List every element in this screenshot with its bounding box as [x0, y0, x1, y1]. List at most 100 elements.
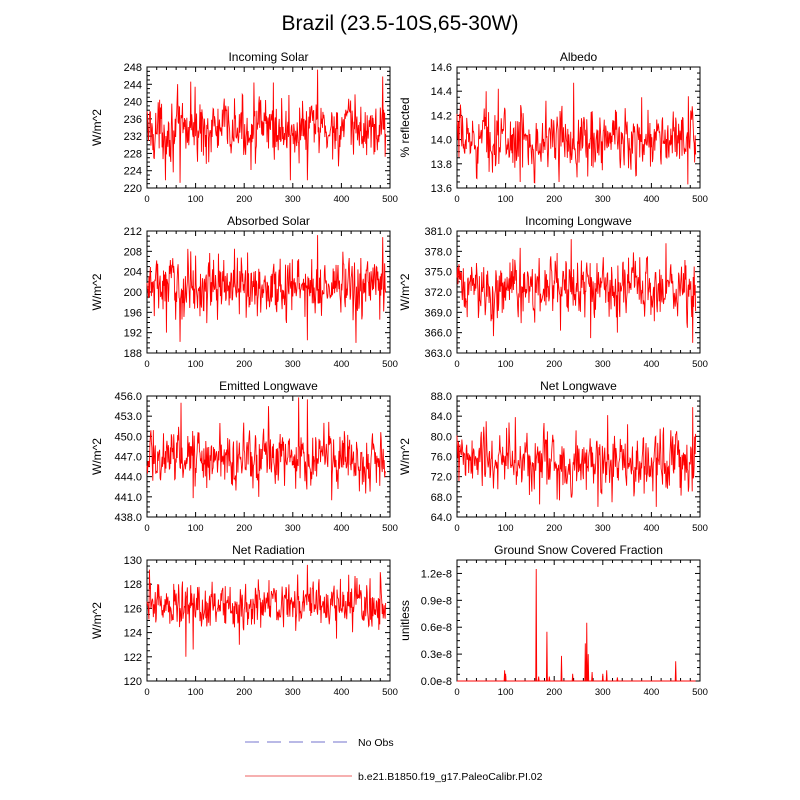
x-axis-emitted-longwave: 0 100 200 300 400 500	[144, 396, 398, 534]
series-line-net-longwave	[456, 407, 697, 507]
y-tick-label: 372.0	[424, 287, 452, 299]
x-tick-label: 500	[382, 687, 398, 698]
x-tick-label: 400	[333, 359, 349, 370]
y-tick-label: 366.0	[424, 328, 452, 340]
y-tick-label: 72.0	[431, 472, 452, 484]
y-tick-label: 14.6	[431, 62, 452, 74]
panel-albedo: Albedo 0 100 200 300 400 500 13.6 13.8 14.0 14.2 14…	[398, 50, 708, 205]
y-tick-label: 68.0	[431, 492, 452, 504]
y-tick-label: 438.0	[114, 512, 142, 524]
y-tick-label: 200	[124, 287, 142, 299]
y-tick-label: 450.0	[114, 431, 142, 443]
y-axis-label-albedo: % reflected	[398, 97, 412, 157]
plot-frame-net-radiation	[146, 559, 391, 682]
y-axis-label-incoming-longwave: W/m^2	[398, 273, 412, 310]
y-tick-label: 453.0	[114, 411, 142, 423]
y-tick-label: 228	[124, 148, 142, 160]
y-tick-label: 14.0	[431, 135, 452, 147]
x-tick-label: 400	[643, 687, 659, 698]
x-tick-label: 300	[285, 523, 301, 534]
x-tick-label: 0	[144, 359, 149, 370]
panel-title-net-radiation: Net Radiation	[232, 543, 305, 557]
y-tick-label: 84.0	[431, 411, 452, 423]
plot-frame-ground-snow-covered-fraction	[456, 559, 701, 682]
y-tick-label: 381.0	[424, 226, 452, 238]
x-tick-label: 400	[333, 523, 349, 534]
y-tick-label: 120	[124, 676, 142, 688]
x-tick-label: 400	[643, 523, 659, 534]
y-tick-label: 444.0	[114, 472, 142, 484]
x-tick-label: 200	[236, 523, 252, 534]
y-tick-label: 447.0	[114, 452, 142, 464]
x-tick-label: 200	[546, 687, 562, 698]
x-tick-label: 500	[692, 359, 708, 370]
panel-title-ground-snow-covered-fraction: Ground Snow Covered Fraction	[494, 543, 663, 557]
series-line-net-radiation	[146, 564, 387, 657]
series-line-incoming-solar	[146, 69, 387, 183]
x-tick-label: 300	[595, 359, 611, 370]
x-tick-label: 100	[188, 359, 204, 370]
y-axis-label-net-radiation: W/m^2	[90, 602, 104, 639]
x-tick-label: 200	[546, 523, 562, 534]
x-tick-label: 300	[285, 687, 301, 698]
y-tick-label: 0.3e-8	[421, 649, 452, 661]
x-tick-label: 200	[546, 194, 562, 205]
y-tick-label: 363.0	[424, 348, 452, 360]
y-axis-label-net-longwave: W/m^2	[398, 438, 412, 475]
x-tick-label: 200	[236, 687, 252, 698]
x-tick-label: 0	[454, 687, 459, 698]
series-line-albedo	[456, 82, 697, 185]
series-line-incoming-longwave	[456, 239, 697, 343]
x-tick-label: 100	[498, 194, 514, 205]
x-tick-label: 500	[382, 523, 398, 534]
y-axis-incoming-longwave: 363.0 366.0 369.0 372.0 375.0 378.0 381.0	[424, 226, 700, 360]
panel-title-emitted-longwave: Emitted Longwave	[219, 379, 318, 393]
panel-ground-snow-covered-fraction: Ground Snow Covered Fraction 0 100 200 300 40…	[398, 543, 708, 698]
y-axis-label-emitted-longwave: W/m^2	[90, 438, 104, 475]
x-axis-absorbed-solar: 0 100 200 300 400 500	[144, 231, 398, 370]
x-tick-label: 100	[188, 687, 204, 698]
y-tick-label: 456.0	[114, 391, 142, 403]
y-tick-label: 224	[124, 166, 142, 178]
x-tick-label: 0	[144, 687, 149, 698]
x-tick-label: 400	[643, 359, 659, 370]
y-tick-label: 124	[124, 628, 142, 640]
y-axis-albedo: 13.6 13.8 14.0 14.2 14.4 14.6	[431, 62, 700, 195]
y-tick-label: 13.8	[431, 159, 452, 171]
x-tick-label: 500	[692, 687, 708, 698]
x-tick-label: 100	[188, 194, 204, 205]
y-tick-label: 13.6	[431, 183, 452, 195]
y-tick-label: 0.6e-8	[421, 622, 452, 634]
x-tick-label: 100	[498, 523, 514, 534]
x-axis-net-longwave: 0 100 200 300 400 500	[454, 396, 708, 534]
x-tick-label: 0	[454, 523, 459, 534]
legend-label-no-obs: No Obs	[358, 737, 394, 749]
x-tick-label: 300	[285, 194, 301, 205]
y-tick-label: 128	[124, 579, 142, 591]
y-tick-label: 204	[124, 267, 142, 279]
panel-title-absorbed-solar: Absorbed Solar	[227, 214, 310, 228]
x-tick-label: 0	[454, 359, 459, 370]
y-tick-label: 1.2e-8	[421, 568, 452, 580]
y-tick-label: 64.0	[431, 512, 452, 524]
x-axis-net-radiation: 0 100 200 300 400 500	[144, 560, 398, 698]
y-tick-label: 208	[124, 246, 142, 258]
y-tick-label: 14.4	[431, 86, 452, 98]
y-tick-label: 212	[124, 226, 142, 238]
x-tick-label: 400	[643, 194, 659, 205]
panel-absorbed-solar: Absorbed Solar 0 100 200 300 400 500 188 192 196 2…	[90, 214, 398, 370]
series-line-emitted-longwave	[146, 397, 387, 501]
legend: No Obs b.e21.B1850.f19_g17.PaleoCalibr.P…	[245, 737, 543, 783]
series-line-ground-snow-covered-fraction	[457, 568, 696, 682]
y-axis-label-incoming-solar: W/m^2	[90, 109, 104, 146]
legend-label-model: b.e21.B1850.f19_g17.PaleoCalibr.PI.02	[358, 771, 543, 783]
y-tick-label: 80.0	[431, 431, 452, 443]
y-axis-label-ground-snow-covered-fraction: unitless	[398, 600, 412, 641]
x-tick-label: 500	[692, 194, 708, 205]
x-tick-label: 100	[498, 359, 514, 370]
x-tick-label: 500	[382, 359, 398, 370]
